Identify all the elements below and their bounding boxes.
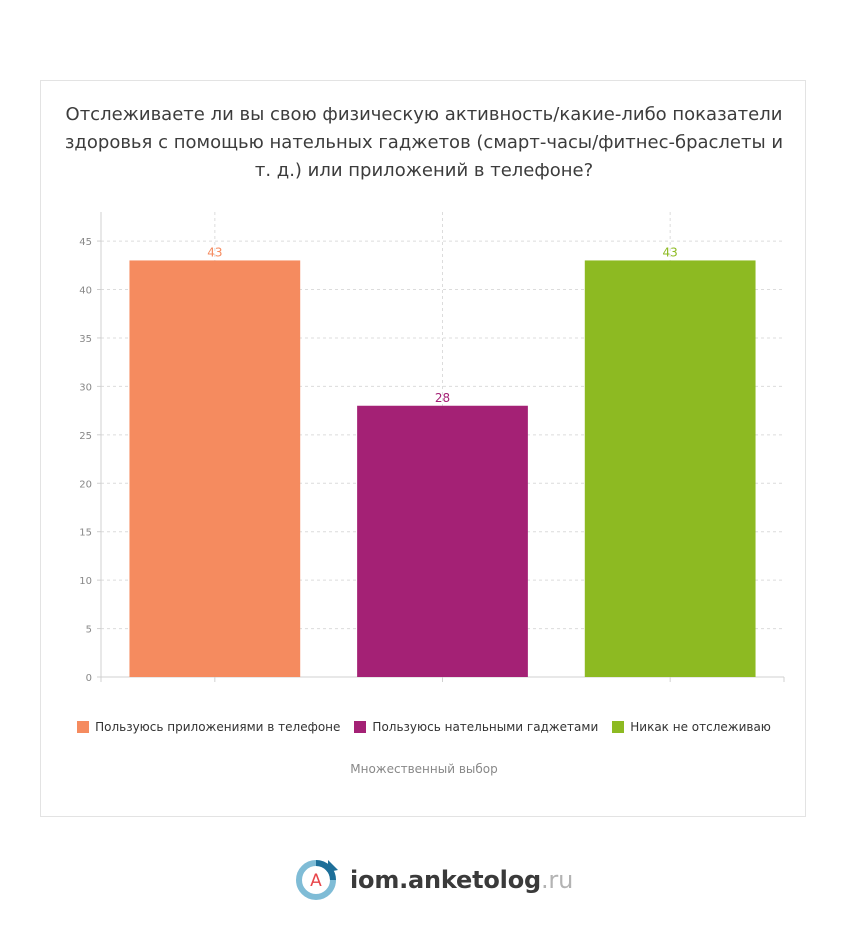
legend-item[interactable]: Никак не отслеживаю (612, 720, 771, 734)
bar (129, 260, 301, 677)
y-tick-label: 40 (79, 286, 92, 297)
bar (584, 260, 756, 677)
y-tick-label: 45 (79, 237, 92, 248)
bar (357, 405, 528, 677)
logo-letter: А (310, 871, 322, 891)
chart-title: Отслеживаете ли вы свою физическую актив… (64, 104, 784, 181)
y-tick-label: 15 (79, 528, 92, 539)
brand-logo[interactable]: А iom.anketolog.ru (292, 856, 573, 904)
legend-item[interactable]: Пользуюсь нательными гаджетами (354, 720, 598, 734)
legend-label: Пользуюсь приложениями в телефоне (95, 720, 341, 734)
legend-item[interactable]: Пользуюсь приложениями в телефоне (77, 720, 340, 734)
y-tick-label: 0 (86, 673, 92, 684)
legend-swatch (77, 721, 90, 733)
multiple-choice-note: Множественный выбор (350, 762, 498, 776)
y-tick-label: 5 (86, 625, 92, 636)
y-tick-label: 30 (79, 382, 92, 393)
brand-name: iom.anketolog.ru (350, 866, 574, 894)
legend-label: Никак не отслеживаю (630, 720, 771, 734)
y-tick-label: 10 (79, 576, 92, 587)
y-tick-label: 35 (79, 334, 92, 345)
y-tick-label: 25 (79, 431, 92, 442)
legend: Пользуюсь приложениями в телефоне Пользую… (0, 720, 848, 734)
bar-value-label: 28 (435, 391, 450, 405)
legend-swatch (354, 721, 367, 733)
legend-label: Пользуюсь нательными гаджетами (372, 720, 599, 734)
y-tick-label: 20 (79, 479, 92, 490)
anketolog-logo-icon: А (296, 860, 338, 900)
bar-value-label: 43 (207, 245, 222, 259)
bar-value-label: 43 (663, 245, 678, 259)
legend-swatch (612, 721, 625, 733)
